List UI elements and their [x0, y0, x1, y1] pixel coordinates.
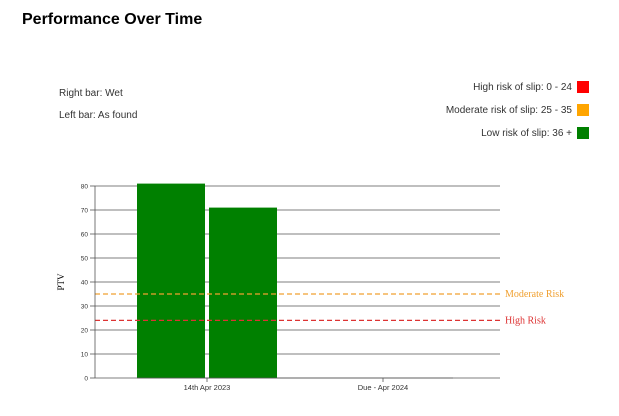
- y-tick-label-30: 30: [81, 303, 89, 310]
- axes: [94, 186, 453, 379]
- y-tick-label-70: 70: [81, 207, 89, 214]
- y-tick-label-0: 0: [84, 375, 88, 382]
- y-tick-labels: 0 10 20 30 40 50 60 70 80: [81, 183, 89, 382]
- y-tick-label-50: 50: [81, 255, 89, 262]
- bar-left-0: [137, 183, 205, 378]
- x-tick-label-0: 14th Apr 2023: [184, 383, 231, 392]
- y-tick-label-60: 60: [81, 231, 89, 238]
- legend-item-low: Low risk of slip: 36 +: [446, 127, 589, 139]
- legend-label-moderate: Moderate risk of slip: 25 - 35: [445, 104, 572, 116]
- y-tick-label-40: 40: [81, 279, 89, 286]
- y-tick-label-80: 80: [81, 183, 89, 190]
- legend-label-high: High risk of slip: 0 - 24: [473, 81, 572, 93]
- y-axis-label: PTV: [56, 273, 66, 291]
- reference-lines: Moderate Risk High Risk: [95, 289, 564, 326]
- page-title: Performance Over Time: [22, 11, 203, 28]
- legend: High risk of slip: 0 - 24 Moderate risk …: [446, 81, 589, 150]
- legend-item-high: High risk of slip: 0 - 24: [446, 81, 589, 93]
- y-tick-label-10: 10: [81, 351, 89, 358]
- x-tick-label-1: Due - Apr 2024: [358, 383, 408, 392]
- y-tick-label-20: 20: [81, 327, 89, 334]
- legend-swatch-high: [577, 81, 589, 93]
- legend-label-low: Low risk of slip: 36 +: [481, 127, 572, 139]
- x-tick-labels: 14th Apr 2023 Due - Apr 2024: [184, 378, 408, 392]
- ref-label-0: Moderate Risk: [505, 289, 564, 300]
- legend-item-moderate: Moderate risk of slip: 25 - 35: [446, 104, 589, 116]
- right-bar-note: Right bar: Wet: [59, 88, 123, 99]
- bar-right-0: [209, 207, 277, 378]
- ref-label-1: High Risk: [505, 315, 546, 326]
- legend-swatch-low: [577, 127, 589, 139]
- bars: [137, 183, 277, 378]
- legend-swatch-moderate: [577, 104, 589, 116]
- left-bar-note: Left bar: As found: [59, 110, 138, 121]
